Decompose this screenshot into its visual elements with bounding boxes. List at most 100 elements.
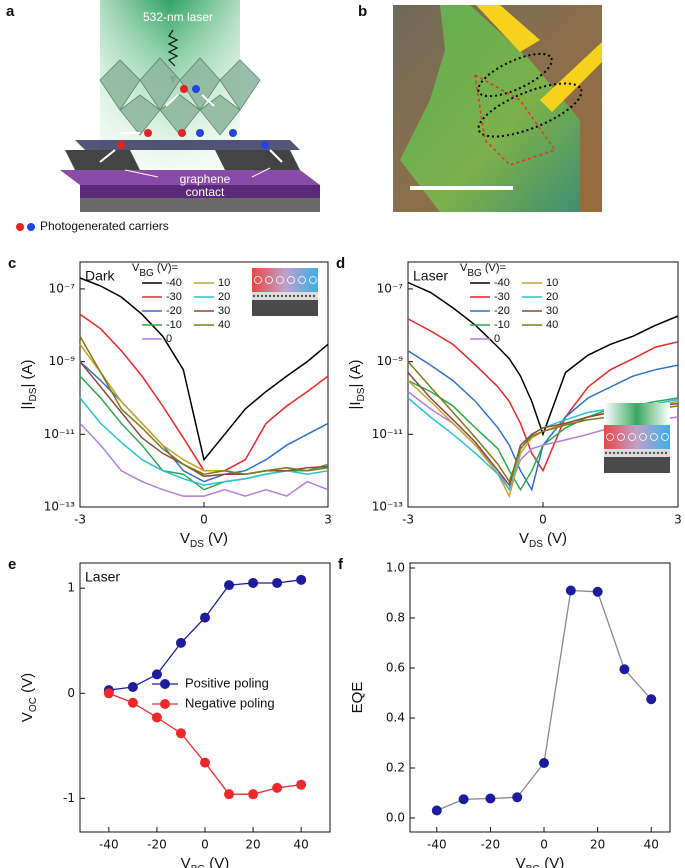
- legend-label: -30: [166, 291, 182, 303]
- x-tick-label: -3: [74, 513, 86, 527]
- x-axis-label-part: DS: [190, 539, 204, 550]
- contact-label: contact: [186, 185, 225, 199]
- y-axis-label-part: | (A): [347, 359, 364, 387]
- data-point: [151, 669, 162, 680]
- data-point: [539, 758, 550, 768]
- x-axis-label-part: BG: [191, 864, 206, 868]
- data-point: [248, 789, 259, 800]
- substrate-top: [60, 170, 320, 185]
- illustration: a 532-nm laser graphene cont: [6, 0, 320, 233]
- data-line: [407, 281, 679, 437]
- inset-dot: [312, 294, 316, 298]
- inset-dot: [260, 294, 264, 298]
- legend-label: -10: [494, 319, 510, 331]
- x-axis-label-part: V: [516, 855, 526, 868]
- pointer: [251, 167, 271, 178]
- y-tick-label: 10⁻¹³: [44, 500, 75, 514]
- y-tick-label: 10⁻⁹: [49, 354, 76, 368]
- inset-dot: [639, 433, 647, 441]
- x-tick-label: 20: [245, 838, 260, 852]
- inset-dot: [276, 294, 280, 298]
- x-tick-label: 3: [324, 513, 332, 527]
- outline: [477, 52, 553, 98]
- panel-label: f: [338, 556, 344, 573]
- legend-dot: [16, 223, 24, 231]
- legend-title-part: (V)=: [482, 262, 506, 274]
- data-line: [407, 350, 679, 492]
- data-line: [79, 375, 329, 491]
- y-tick-label: 10⁻¹³: [372, 500, 403, 514]
- electrode: [540, 42, 602, 112]
- x-axis-label: VBG (V): [516, 855, 565, 868]
- legend-label: 0: [494, 333, 500, 345]
- inset-light: [604, 403, 670, 425]
- inset-dot: [628, 451, 632, 455]
- data-line: [79, 397, 329, 486]
- micrograph: b: [358, 3, 602, 212]
- legend-label: 20: [546, 291, 558, 303]
- inset-dot: [632, 451, 636, 455]
- x-tick-label: 3: [674, 513, 682, 527]
- x-axis-label-part: V: [519, 530, 529, 547]
- graphene-layer: [75, 140, 300, 150]
- inset-dot: [280, 294, 284, 298]
- x-tick-label: -20: [147, 838, 167, 852]
- y-tick-label: 10⁻¹¹: [372, 427, 403, 441]
- data-line: [79, 335, 329, 475]
- data-point: [175, 728, 186, 739]
- legend-label: -10: [166, 319, 182, 331]
- inset-dot: [264, 294, 268, 298]
- legend-dot: [27, 223, 35, 231]
- x-tick-label: 0: [540, 838, 548, 852]
- legend-title: VBG (V)=: [132, 262, 178, 279]
- inset-layer: [604, 425, 670, 449]
- y-tick-label: 0.0: [386, 811, 405, 825]
- y-axis-label-part: | (A): [19, 359, 36, 387]
- data-point: [646, 694, 657, 705]
- data-point: [224, 580, 235, 591]
- x-axis-label-part: BG: [526, 864, 541, 868]
- x-tick-label: -40: [99, 838, 119, 852]
- inset-dot: [284, 294, 288, 298]
- data-line: [79, 313, 329, 472]
- legend-label: 10: [546, 277, 558, 289]
- x-tick-label: 0: [539, 513, 547, 527]
- plot-frame: [409, 562, 671, 833]
- annotation: Laser: [413, 268, 448, 284]
- data-line: [79, 343, 329, 475]
- inset-dot: [640, 451, 644, 455]
- x-axis-label-part: (V): [543, 530, 567, 547]
- laser-arrow: [167, 29, 179, 67]
- flake: [400, 5, 580, 212]
- legend-label: Negative poling: [185, 695, 275, 710]
- carrier-arrows: [99, 94, 283, 163]
- legend-title: VBG (V)=: [460, 262, 506, 279]
- legend-label: -20: [166, 305, 182, 317]
- legend-marker: [160, 699, 170, 709]
- data-point: [485, 793, 496, 804]
- data-line: [79, 361, 329, 483]
- legend-label: Positive poling: [185, 675, 269, 690]
- legend-label: 20: [218, 291, 230, 303]
- annotation: Dark: [85, 268, 116, 284]
- inset-dot: [288, 294, 292, 298]
- data-point: [592, 586, 603, 597]
- inset-dot: [644, 451, 648, 455]
- y-axis-label-part: DS: [356, 387, 367, 401]
- inset-dot: [617, 433, 625, 441]
- y-tick-label: 1.0: [386, 561, 405, 575]
- inset-dot: [265, 276, 273, 284]
- x-axis-label-part: (V): [204, 530, 228, 547]
- legend-label: 10: [218, 277, 230, 289]
- legend-title-part: (V)=: [154, 262, 178, 274]
- legend-title-part: BG: [467, 268, 482, 279]
- data-point: [619, 664, 630, 675]
- legend-label: 30: [546, 305, 558, 317]
- inset-dot: [620, 451, 624, 455]
- x-tick-label: -40: [427, 838, 447, 852]
- data-point: [127, 681, 138, 692]
- inset-dot: [254, 276, 262, 284]
- panel-label: a: [6, 3, 15, 20]
- x-axis-label-part: (V): [540, 855, 564, 868]
